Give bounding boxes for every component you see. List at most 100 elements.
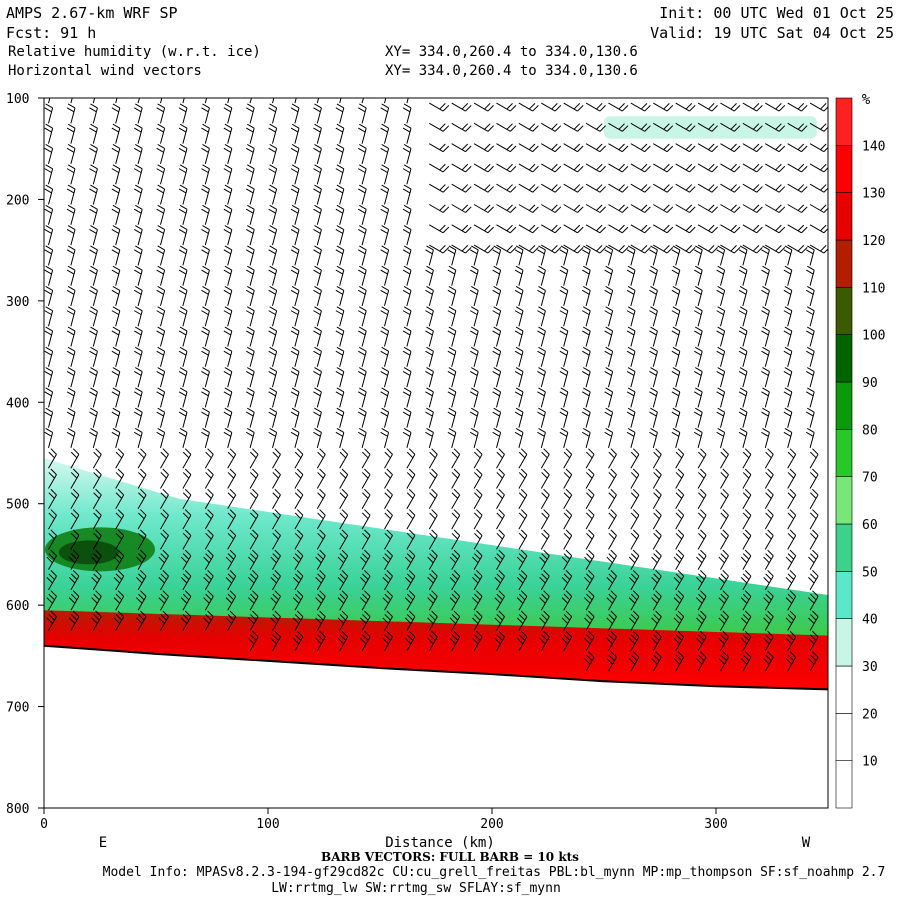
barb-flag (66, 330, 75, 336)
barb-staff (70, 391, 76, 408)
barb-staff (137, 209, 143, 225)
barb-flag (649, 330, 657, 336)
wind-barb (201, 164, 210, 185)
barb-flag (202, 387, 210, 393)
barb-flag (358, 87, 365, 91)
barb-flag (610, 488, 617, 496)
barb-staff (249, 351, 255, 367)
wind-barb (716, 428, 726, 449)
barb-flag (359, 387, 367, 393)
barb-flag (95, 529, 102, 536)
barb-flag (341, 509, 349, 516)
barb-flag (319, 448, 326, 455)
wind-barb (628, 651, 640, 672)
barb-staff (451, 535, 461, 550)
barb-flag (44, 229, 52, 234)
barb-flag (247, 326, 255, 332)
barb-flag (70, 553, 78, 560)
barb-flag (797, 245, 805, 252)
barb-flag (429, 472, 436, 479)
barb-flag (380, 127, 388, 133)
barb-flag (496, 573, 503, 580)
wind-barb (182, 98, 185, 104)
wind-barb (290, 123, 300, 144)
barb-flag (608, 451, 615, 459)
wind-barb (761, 346, 770, 367)
barb-flag (335, 371, 344, 376)
barb-flag (596, 184, 603, 191)
wind-barb (180, 570, 192, 591)
barb-staff (719, 391, 726, 408)
barb-flag (698, 512, 705, 520)
barb-flag (224, 286, 233, 291)
wind-barb (204, 98, 208, 104)
barb-staff (137, 371, 143, 388)
wind-barb (272, 488, 281, 510)
barb-flag (111, 269, 120, 275)
barb-flag (380, 289, 388, 295)
wind-barb (653, 183, 674, 193)
barb-flag (538, 245, 546, 251)
barb-flag (93, 472, 100, 479)
barb-flag (470, 330, 478, 336)
barb-flag (630, 553, 638, 560)
barb-flag (584, 617, 591, 624)
barb-flag (582, 350, 590, 356)
wind-barb (742, 143, 763, 153)
wind-barb (429, 163, 450, 173)
wind-barb (604, 407, 614, 428)
barb-flag (429, 512, 436, 520)
barb-flag (313, 107, 321, 113)
barb-flag (44, 350, 52, 356)
barb-flag (716, 269, 724, 275)
wind-barb (785, 610, 797, 631)
wind-barbs (44, 87, 828, 672)
barb-flag (673, 576, 681, 584)
barb-flag (487, 226, 494, 234)
wind-barb (182, 468, 192, 489)
barb-flag (783, 310, 792, 316)
barb-staff (787, 351, 793, 367)
barb-staff (630, 290, 636, 307)
wind-barb (406, 468, 416, 489)
barb-flag (381, 326, 389, 332)
barb-staff (384, 535, 393, 550)
barb-flag (608, 492, 615, 499)
barb-flag (207, 549, 214, 557)
barb-flag (205, 553, 212, 560)
barb-flag (89, 249, 97, 255)
wind-barb (473, 143, 494, 153)
barb-flag (425, 431, 433, 437)
barb-flag (315, 617, 322, 624)
wind-barb (447, 428, 457, 449)
barb-staff (361, 229, 367, 246)
barb-flag (584, 637, 591, 645)
barb-flag (45, 103, 53, 109)
barb-flag (543, 488, 550, 496)
barb-flag (632, 488, 640, 496)
wind-barb (249, 98, 252, 104)
wind-barb (809, 244, 828, 254)
barb-flag (336, 265, 345, 271)
wind-barb (268, 144, 278, 165)
barb-staff (271, 270, 278, 286)
barb-flag (586, 573, 593, 580)
barb-flag (246, 249, 254, 255)
barb-flag (605, 245, 613, 251)
barb-staff (697, 330, 703, 347)
barb-flag (89, 229, 97, 234)
wind-barb (584, 549, 595, 570)
wind-barb (89, 367, 98, 388)
barb-flag (429, 614, 436, 621)
wind-barb (358, 164, 367, 185)
barb-staff (495, 391, 502, 408)
wind-barb (675, 102, 696, 112)
wind-barb (720, 224, 741, 234)
wind-barb (429, 204, 450, 213)
wind-barb (223, 428, 233, 449)
barb-staff (227, 229, 233, 246)
barb-flag (632, 570, 640, 577)
barb-flag (408, 448, 416, 455)
barb-flag (182, 593, 190, 601)
wind-barb (451, 224, 472, 234)
